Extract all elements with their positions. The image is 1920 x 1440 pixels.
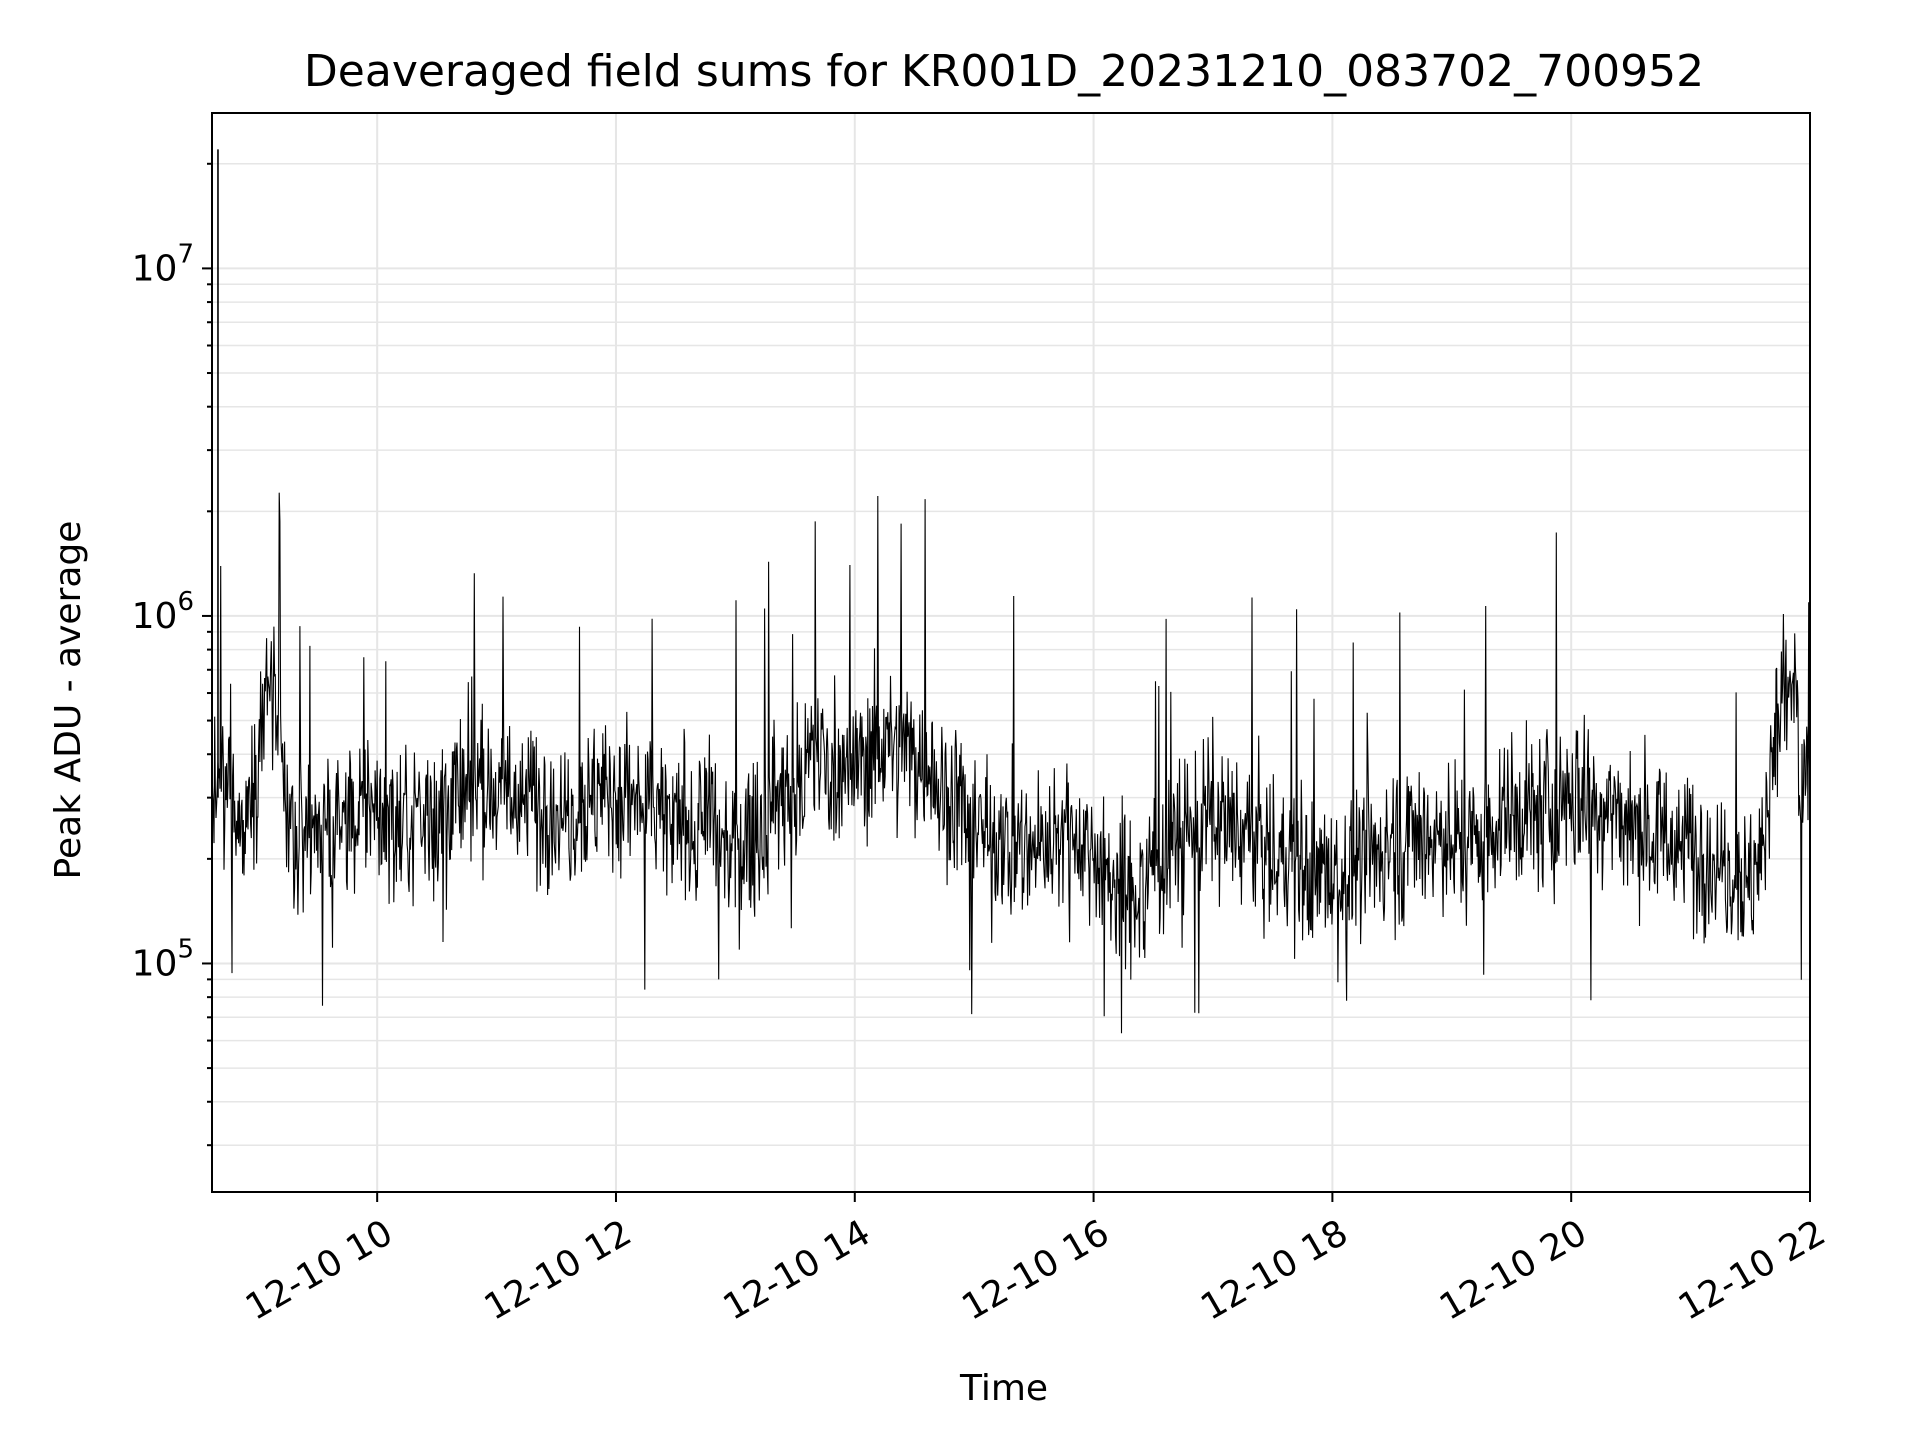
chart-title: Deaveraged field sums for KR001D_2023121… — [304, 46, 1704, 97]
x-axis-label: Time — [959, 1368, 1048, 1409]
plot-area-frame — [211, 112, 1811, 1193]
y-tick-label: 105 — [132, 934, 194, 984]
grid — [212, 113, 1811, 1192]
series-line — [211, 492, 1811, 1034]
y-axis-label: Peak ADU - average — [48, 521, 89, 880]
y-axis-ticks: 105 106 107 — [132, 162, 212, 1147]
y-tick-label: 106 — [132, 587, 194, 637]
y-tick-label: 107 — [132, 239, 194, 289]
